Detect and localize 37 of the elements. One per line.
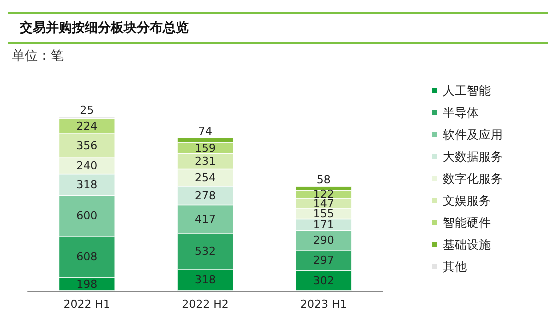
data-label: 25	[80, 104, 94, 118]
x-tick-label: 2023 H1	[300, 298, 348, 311]
data-label: 290	[313, 234, 334, 248]
data-label: 159	[195, 142, 216, 155]
data-label: 198	[76, 278, 98, 291]
data-label: 240	[76, 160, 98, 173]
legend-label: 文娱服务	[443, 194, 491, 208]
data-label: 254	[195, 171, 216, 184]
data-label: 302	[313, 274, 334, 288]
legend-label: 软件及应用	[443, 128, 503, 142]
data-label: 608	[76, 250, 98, 264]
data-label: 532	[195, 244, 216, 258]
data-label: 278	[195, 189, 216, 202]
data-label: 58	[316, 174, 331, 187]
data-label: 417	[195, 212, 216, 226]
legend-label: 大数据服务	[443, 150, 503, 164]
legend-label: 智能硬件	[443, 216, 491, 230]
data-label: 356	[76, 140, 98, 153]
data-label: 74	[198, 124, 212, 138]
legend-label: 数字化服务	[443, 172, 503, 186]
legend-label: 基础设施	[443, 238, 491, 252]
chart-title: 交易并购按细分板块分布总览	[8, 12, 548, 44]
legend-label: 半导体	[443, 106, 479, 120]
data-label: 171	[313, 218, 334, 232]
data-label: 224	[76, 120, 98, 133]
legend-label: 人工智能	[443, 84, 491, 98]
x-tick-label: 2022 H2	[182, 298, 229, 311]
data-label: 318	[76, 178, 98, 192]
data-label: 600	[76, 210, 98, 223]
x-tick-label: 2022 H1	[64, 298, 111, 311]
data-label: 155	[313, 208, 334, 221]
data-label: 297	[313, 254, 334, 268]
text: 单位：笔	[11, 48, 65, 66]
data-label: 318	[195, 274, 216, 287]
data-label: 231	[195, 154, 216, 168]
legend-label: 其他	[443, 260, 467, 274]
data-label: 147	[313, 197, 334, 210]
